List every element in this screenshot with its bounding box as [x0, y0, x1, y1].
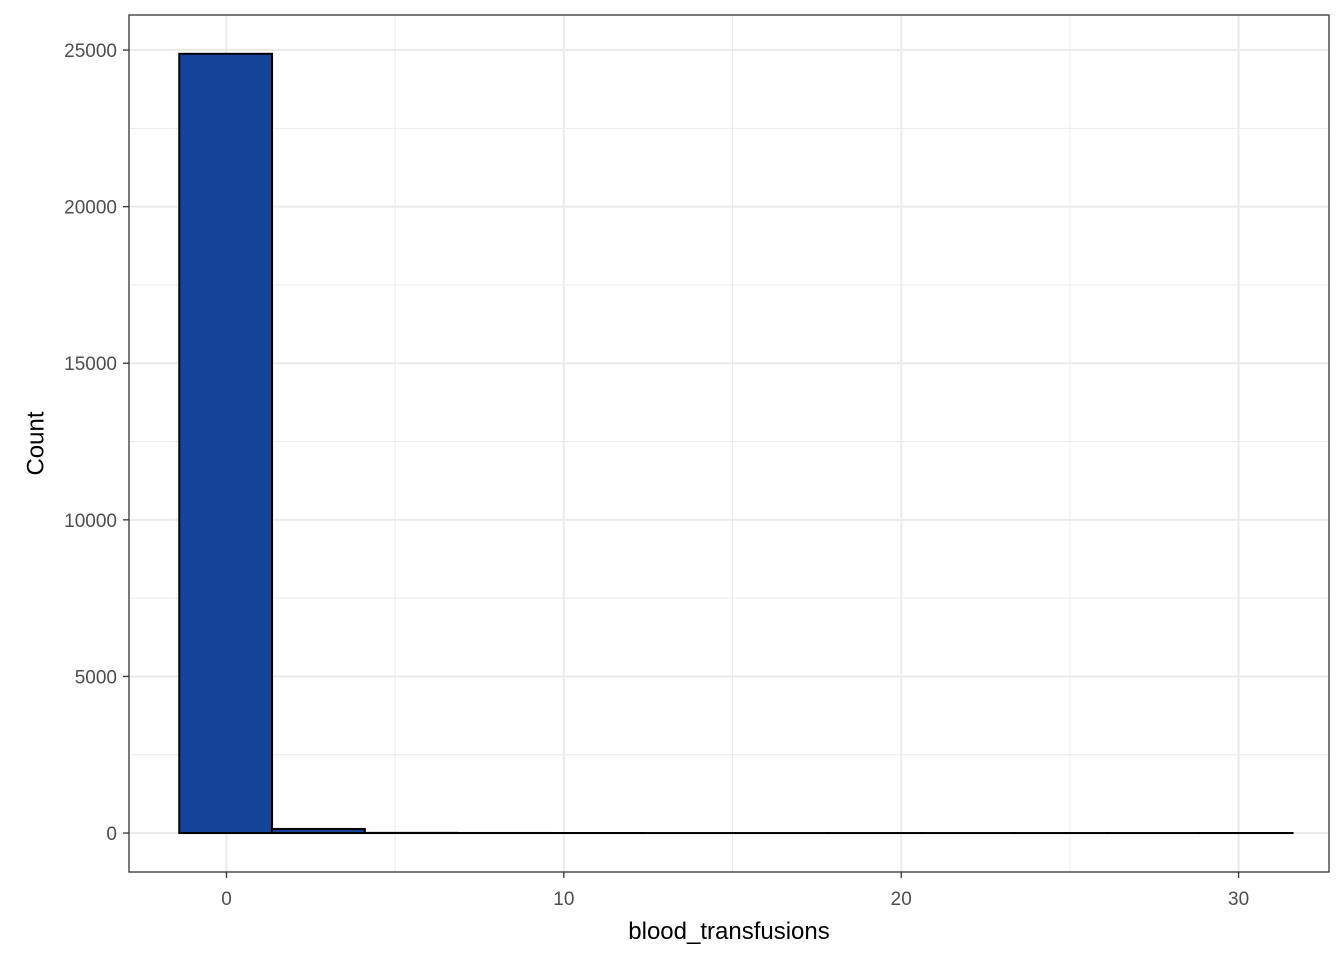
- y-axis-ticks: 0 5000 10000 15000 20000 25000: [64, 41, 129, 845]
- x-axis-title: blood_transfusions: [628, 918, 829, 945]
- histogram-bar-2: [271, 827, 366, 835]
- x-tick-label: 10: [553, 889, 574, 910]
- x-axis-ticks: 0 10 20 30: [221, 872, 1249, 910]
- x-tick-label: 0: [221, 889, 232, 910]
- minor-gridlines: [129, 15, 1329, 872]
- y-tick-label: 0: [106, 824, 117, 845]
- y-tick-label: 5000: [75, 667, 117, 688]
- y-tick-label: 20000: [64, 198, 117, 219]
- y-tick-label: 10000: [64, 511, 117, 532]
- panel-border: [128, 14, 1330, 873]
- histogram-bars: [178, 52, 1294, 835]
- histogram-bar-1: [178, 52, 274, 835]
- y-axis-title: Count: [22, 411, 49, 475]
- y-tick-label: 25000: [64, 41, 117, 62]
- x-tick-label: 30: [1228, 889, 1249, 910]
- x-tick-label: 20: [891, 889, 912, 910]
- y-tick-label: 15000: [64, 354, 117, 375]
